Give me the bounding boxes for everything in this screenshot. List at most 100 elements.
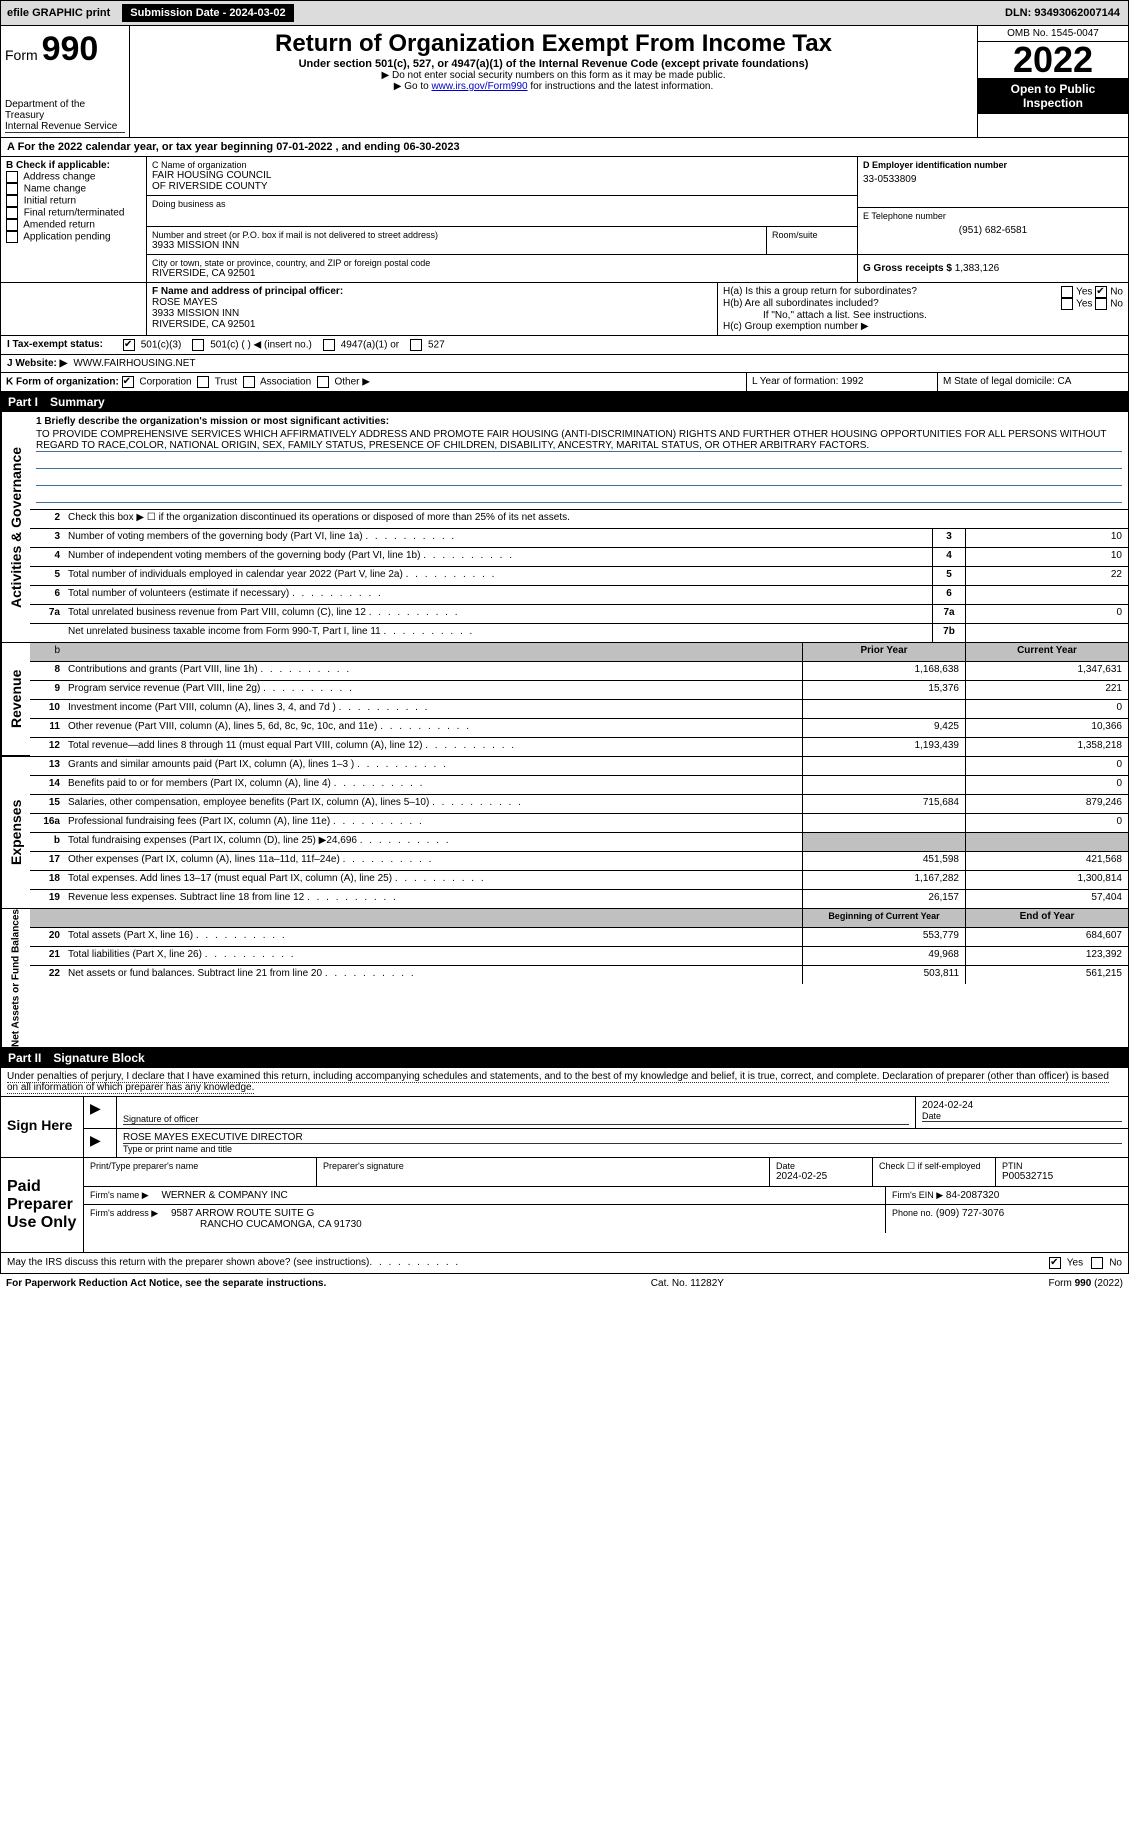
arrow-icon: ▶ [90, 1132, 101, 1148]
discuss-row: May the IRS discuss this return with the… [0, 1253, 1129, 1274]
current-year-header: Current Year [965, 643, 1128, 661]
table-row: 9Program service revenue (Part VIII, lin… [30, 681, 1128, 700]
discuss-no-checkbox[interactable] [1091, 1257, 1103, 1269]
street-value: 3933 MISSION INN [152, 240, 761, 251]
ha-no-checkbox[interactable] [1095, 286, 1107, 298]
table-row: 15Salaries, other compensation, employee… [30, 795, 1128, 814]
period-row: A For the 2022 calendar year, or tax yea… [0, 138, 1129, 157]
irs-label: Internal Revenue Service [5, 121, 125, 133]
firm-addr-label: Firm's address ▶ [90, 1208, 158, 1218]
other-checkbox[interactable] [317, 376, 329, 388]
city-label: City or town, state or province, country… [152, 258, 852, 268]
revenue-label: Revenue [1, 643, 30, 756]
dba-label: Doing business as [152, 199, 852, 209]
efile-label: efile GRAPHIC print [1, 7, 116, 19]
part2-label: Part II [8, 1051, 41, 1065]
form-header: Form 990 Department of the Treasury Inte… [0, 26, 1129, 138]
firm-name-label: Firm's name ▶ [90, 1190, 149, 1200]
print-name-label: Print/Type preparer's name [90, 1161, 310, 1171]
discuss-yes-checkbox[interactable] [1049, 1257, 1061, 1269]
section-b-item: Application pending [6, 231, 141, 243]
officer-addr2: RIVERSIDE, CA 92501 [152, 319, 712, 330]
table-row: 4Number of independent voting members of… [30, 548, 1128, 567]
assoc-checkbox[interactable] [243, 376, 255, 388]
submission-date-button[interactable]: Submission Date - 2024-03-02 [122, 4, 293, 22]
4947-checkbox[interactable] [323, 339, 335, 351]
hb-yes-checkbox[interactable] [1061, 298, 1073, 310]
sig-officer-label: Signature of officer [123, 1114, 909, 1125]
page-footer: For Paperwork Reduction Act Notice, see … [0, 1274, 1129, 1293]
footer-mid: Cat. No. 11282Y [651, 1278, 724, 1289]
spacer-b [1, 283, 147, 335]
prep-phone-label: Phone no. [892, 1208, 933, 1218]
section-b-title: B Check if applicable: [6, 160, 141, 171]
table-row: 17Other expenses (Part IX, column (A), l… [30, 852, 1128, 871]
phone-label: E Telephone number [863, 211, 1123, 221]
street-label: Number and street (or P.O. box if mail i… [152, 230, 761, 240]
section-c: C Name of organization FAIR HOUSING COUN… [147, 157, 858, 282]
ptin-value: P00532715 [1002, 1171, 1122, 1182]
penalty-text: Under penalties of perjury, I declare th… [0, 1068, 1129, 1097]
tax-status-opts: 501(c)(3) 501(c) ( ) ◀ (insert no.) 4947… [123, 339, 445, 351]
tax-status-label: I Tax-exempt status: [7, 339, 103, 351]
form-prefix: Form [5, 47, 38, 63]
website-value: WWW.FAIRHOUSING.NET [73, 358, 195, 369]
net-headers: Beginning of Current Year End of Year [30, 909, 1128, 928]
501c-checkbox[interactable] [192, 339, 204, 351]
dept-label: Department of the Treasury [5, 99, 125, 121]
gross-label: G Gross receipts $ [863, 263, 952, 274]
website-row: J Website: ▶ WWW.FAIRHOUSING.NET [0, 355, 1129, 373]
arrow-icon: ▶ [90, 1100, 101, 1116]
checkbox[interactable] [6, 183, 18, 195]
table-row: 13Grants and similar amounts paid (Part … [30, 757, 1128, 776]
form-subtitle: Under section 501(c), 527, or 4947(a)(1)… [134, 58, 973, 70]
phone-value: (951) 682-6581 [863, 221, 1123, 236]
table-row: 8Contributions and grants (Part VIII, li… [30, 662, 1128, 681]
checkbox[interactable] [6, 219, 18, 231]
table-row: 6Total number of volunteers (estimate if… [30, 586, 1128, 605]
501c3-checkbox[interactable] [123, 339, 135, 351]
website-label: J Website: ▶ [7, 358, 67, 369]
form-number: 990 [42, 30, 99, 68]
prep-date-label: Date [776, 1161, 866, 1171]
ssn-note: ▶ Do not enter social security numbers o… [134, 70, 973, 81]
ha-yes-checkbox[interactable] [1061, 286, 1073, 298]
room-label: Room/suite [772, 230, 852, 240]
firm-ein-label: Firm's EIN ▶ [892, 1190, 943, 1200]
org-name-1: FAIR HOUSING COUNCIL [152, 170, 852, 181]
trust-checkbox[interactable] [197, 376, 209, 388]
corp-checkbox[interactable] [122, 376, 134, 388]
table-row: 14Benefits paid to or for members (Part … [30, 776, 1128, 795]
section-deg: D Employer identification number 33-0533… [858, 157, 1128, 282]
section-l: L Year of formation: 1992 [747, 373, 938, 391]
checkbox[interactable] [6, 171, 18, 183]
footer-right: Form 990 (2022) [1049, 1278, 1123, 1289]
table-row: 11Other revenue (Part VIII, column (A), … [30, 719, 1128, 738]
officer-group-row: F Name and address of principal officer:… [0, 283, 1129, 336]
section-m: M State of legal domicile: CA [938, 373, 1128, 391]
begin-year-header: Beginning of Current Year [802, 909, 965, 927]
sign-date-value: 2024-02-24 [922, 1100, 1122, 1111]
expenses-label: Expenses [1, 757, 30, 908]
goto-note: ▶ Go to www.irs.gov/Form990 for instruct… [134, 81, 973, 92]
hb-yesno: Yes No [1061, 298, 1123, 310]
checkbox[interactable] [6, 207, 18, 219]
org-name-2: OF RIVERSIDE COUNTY [152, 181, 852, 192]
ha-label: H(a) Is this a group return for subordin… [723, 286, 917, 298]
527-checkbox[interactable] [410, 339, 422, 351]
checkbox[interactable] [6, 231, 18, 243]
table-row: 3Number of voting members of the governi… [30, 529, 1128, 548]
checkbox[interactable] [6, 195, 18, 207]
irs-link[interactable]: www.irs.gov/Form990 [431, 81, 527, 92]
hb-note: If "No," attach a list. See instructions… [723, 310, 1123, 321]
section-b-item: Name change [6, 183, 141, 195]
mission-text: TO PROVIDE COMPREHENSIVE SERVICES WHICH … [36, 429, 1122, 452]
mission-label: 1 Briefly describe the organization's mi… [36, 416, 1122, 427]
table-row: 10Investment income (Part VIII, column (… [30, 700, 1128, 719]
net-assets-section: Net Assets or Fund Balances Beginning of… [0, 909, 1129, 1048]
ha-yesno: Yes No [1061, 286, 1123, 298]
table-row: 20Total assets (Part X, line 16) 553,779… [30, 928, 1128, 947]
prep-date-value: 2024-02-25 [776, 1171, 866, 1182]
part2-title: Signature Block [53, 1051, 144, 1065]
hb-no-checkbox[interactable] [1095, 298, 1107, 310]
